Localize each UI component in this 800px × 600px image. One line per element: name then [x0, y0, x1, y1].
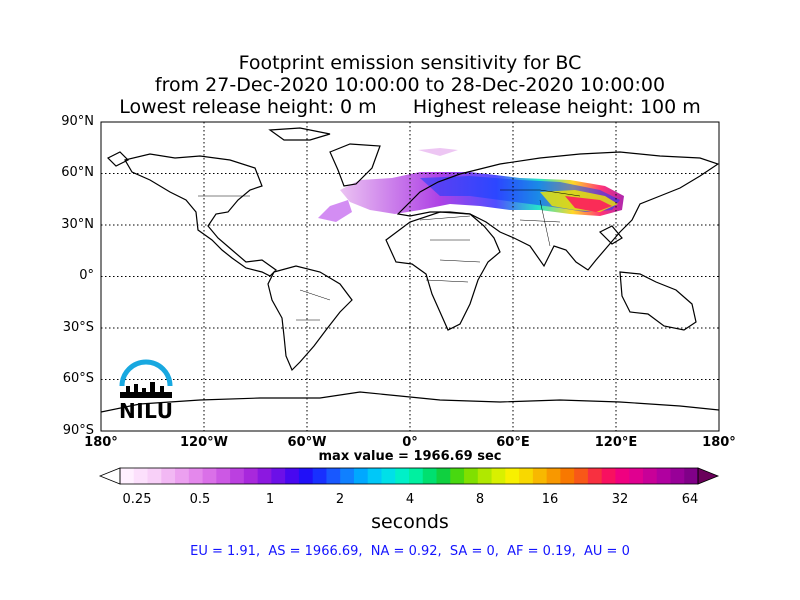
- colorbar-cell: [546, 468, 561, 484]
- colorbar-high-arrow: [697, 467, 720, 485]
- colorbar-tick-4: 4: [405, 492, 415, 507]
- colorbar-tick-1: 1: [265, 492, 275, 507]
- map-content: [101, 127, 719, 413]
- colorbar-cell: [353, 468, 369, 484]
- colorbar-cell: [629, 468, 644, 484]
- colorbar: [98, 467, 720, 485]
- coastlines: [101, 127, 719, 413]
- lat-label-30s: 30°S: [62, 320, 94, 335]
- lon-label-120e: 120°E: [594, 435, 638, 450]
- max-value-label: max value = 1966.69 sec: [318, 449, 502, 464]
- colorbar-tick-0-25: 0.25: [122, 492, 152, 507]
- colorbar-cell: [285, 468, 300, 484]
- colorbar-cell: [505, 468, 520, 484]
- colorbar-tick-16: 16: [541, 492, 559, 507]
- colorbar-low-arrow: [98, 467, 121, 485]
- colorbar-cell: [436, 468, 451, 484]
- colorbar-cell: [133, 468, 149, 484]
- colorbar-cell: [656, 468, 671, 484]
- colorbar-cell: [271, 468, 286, 484]
- lon-label-0: 0°: [402, 435, 418, 450]
- colorbar-cell: [491, 468, 506, 484]
- colorbar-cell: [519, 468, 534, 484]
- lat-label-90n: 90°N: [61, 114, 94, 129]
- title-line-1: Footprint emission sensitivity for BC: [238, 52, 582, 74]
- colorbar-cell: [188, 468, 204, 484]
- lon-label-60w: 60°W: [287, 435, 327, 450]
- colorbar-cell: [684, 468, 699, 484]
- lon-label-180w: 180°: [84, 435, 118, 450]
- colorbar-cell: [230, 468, 245, 484]
- nilu-logo-icon: [119, 359, 173, 398]
- colorbar-cell: [243, 468, 259, 484]
- colorbar-cell: [216, 468, 231, 484]
- map-frame: [100, 121, 720, 432]
- title-line-3: Lowest release height: 0 m Highest relea…: [119, 96, 701, 118]
- lon-label-180e: 180°: [702, 435, 736, 450]
- colorbar-cell: [381, 468, 396, 484]
- colorbar-cell: [147, 468, 162, 484]
- colorbar-cell: [175, 468, 190, 484]
- colorbar-tick-32: 32: [611, 492, 629, 507]
- lat-label-30n: 30°N: [61, 217, 94, 232]
- colorbar-cell: [312, 468, 327, 484]
- colorbar-tick-2: 2: [335, 492, 345, 507]
- colorbar-cell: [450, 468, 465, 484]
- colorbar-cell: [642, 468, 658, 484]
- colorbar-cell: [120, 468, 135, 484]
- colorbar-cell: [601, 468, 616, 484]
- lat-label-90s: 90°S: [62, 423, 94, 438]
- region-values: EU = 1.91, AS = 1966.69, NA = 0.92, SA =…: [190, 544, 630, 559]
- colorbar-cell: [326, 468, 341, 484]
- nilu-logo-text: NILU: [119, 399, 174, 423]
- colorbar-cell: [161, 468, 176, 484]
- lon-label-120w: 120°W: [180, 435, 228, 450]
- colorbar-cell: [670, 468, 685, 484]
- colorbar-cell: [560, 468, 575, 484]
- colorbar-cell: [422, 468, 438, 484]
- lon-label-60e: 60°E: [496, 435, 530, 450]
- colorbar-cell: [532, 468, 548, 484]
- colorbar-cell: [367, 468, 382, 484]
- lat-label-60s: 60°S: [62, 371, 94, 386]
- lat-label-60n: 60°N: [61, 165, 94, 180]
- colorbar-cell: [574, 468, 589, 484]
- colorbar-cell: [587, 468, 603, 484]
- title-line-2: from 27-Dec-2020 10:00:00 to 28-Dec-2020…: [154, 74, 666, 96]
- colorbar-cell: [340, 468, 355, 484]
- colorbar-unit-label: seconds: [371, 511, 449, 533]
- emission-plume: [318, 148, 624, 222]
- colorbar-cell: [298, 468, 314, 484]
- colorbar-tick-8: 8: [475, 492, 485, 507]
- lat-label-0: 0°: [79, 268, 94, 283]
- colorbar-cell: [257, 468, 272, 484]
- colorbar-cell: [409, 468, 424, 484]
- colorbar-cell: [202, 468, 217, 484]
- colorbar-tick-64: 64: [681, 492, 699, 507]
- colorbar-cell: [395, 468, 410, 484]
- colorbar-tick-0-5: 0.5: [189, 492, 211, 507]
- graticule: [101, 122, 719, 431]
- colorbar-cell: [615, 468, 630, 484]
- colorbar-cell: [477, 468, 493, 484]
- colorbar-cell: [464, 468, 479, 484]
